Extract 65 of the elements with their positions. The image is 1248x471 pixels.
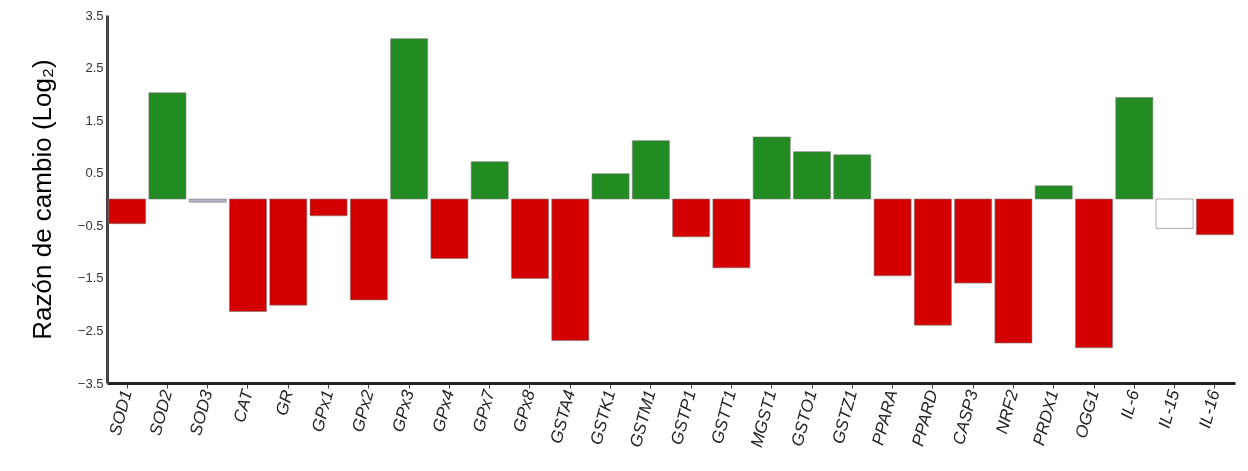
x-tick-label: PPARA [868,387,902,448]
y-axis-title: Razón de cambio (Log₂) [26,59,57,340]
x-tick-label: GPx7 [469,387,499,434]
x-tick-label: GPx2 [348,387,378,434]
bar [269,198,308,306]
y-tick-label: 1.5 [85,112,104,128]
bar [1195,198,1234,236]
y-tick-label: −0.5 [77,217,104,233]
x-tick-label: GR [272,387,297,418]
x-tick-label: SOD1 [105,387,136,438]
x-tick-label: NRF2 [992,387,1023,436]
x-tick-label: OGG1 [1071,387,1103,441]
x-tick-label: GPx4 [428,387,459,434]
x-tick-label: PRDX1 [1029,387,1063,448]
bar [470,161,509,200]
bar [510,198,550,279]
x-tick-label: GPx8 [509,387,539,434]
x-tick-label: SOD2 [145,387,177,438]
y-tick-label: 2.5 [85,60,104,76]
bar [1155,198,1194,229]
y-tick-label: −3.5 [77,375,104,391]
x-tick-label: MGST1 [746,387,781,450]
bar [148,92,187,200]
y-tick-label: 0.5 [85,165,104,181]
y-tick-label: −2.5 [77,322,104,338]
x-tick-label: SOD3 [186,387,217,438]
bar [792,151,832,200]
x-tick-label: IL-6 [1117,387,1144,422]
x-tick-label: CASP3 [949,387,982,447]
bar [591,173,630,200]
x-tick-label: GPx3 [388,387,418,434]
x-tick-label: GSTZ1 [828,387,861,446]
bar [309,198,348,217]
x-tick-label: IL-15 [1154,387,1184,431]
bar [631,140,670,200]
x-tick-label: GPx1 [307,387,338,434]
bar [752,136,791,200]
bar [1034,185,1073,200]
bar [833,154,872,200]
x-tick-label: GSTA4 [546,387,579,446]
bar [228,198,268,312]
bar [551,198,590,341]
bar [188,198,227,203]
y-tick-label: 3.5 [85,7,104,23]
bar [712,198,751,269]
x-tick-label: PPARD [908,387,942,449]
y-tick-label: −1.5 [77,270,104,286]
x-tick-label: GSTM1 [626,387,660,450]
bar [349,198,388,301]
x-tick-label: GSTP1 [667,387,700,447]
bar [430,198,469,259]
bar [672,198,711,238]
bar [994,198,1033,344]
bar [390,38,429,200]
bar [1074,198,1114,349]
bar [108,198,147,225]
x-tick-label: GSTO1 [787,387,821,449]
x-tick-label: GSTK1 [586,387,620,447]
bar [873,198,912,277]
bar [1115,97,1154,200]
x-tick-label: GSTT1 [707,387,741,446]
x-tick-label: IL-16 [1195,387,1224,431]
x-tick-label: CAT [229,386,258,425]
bar [954,198,993,284]
bar [913,198,952,326]
